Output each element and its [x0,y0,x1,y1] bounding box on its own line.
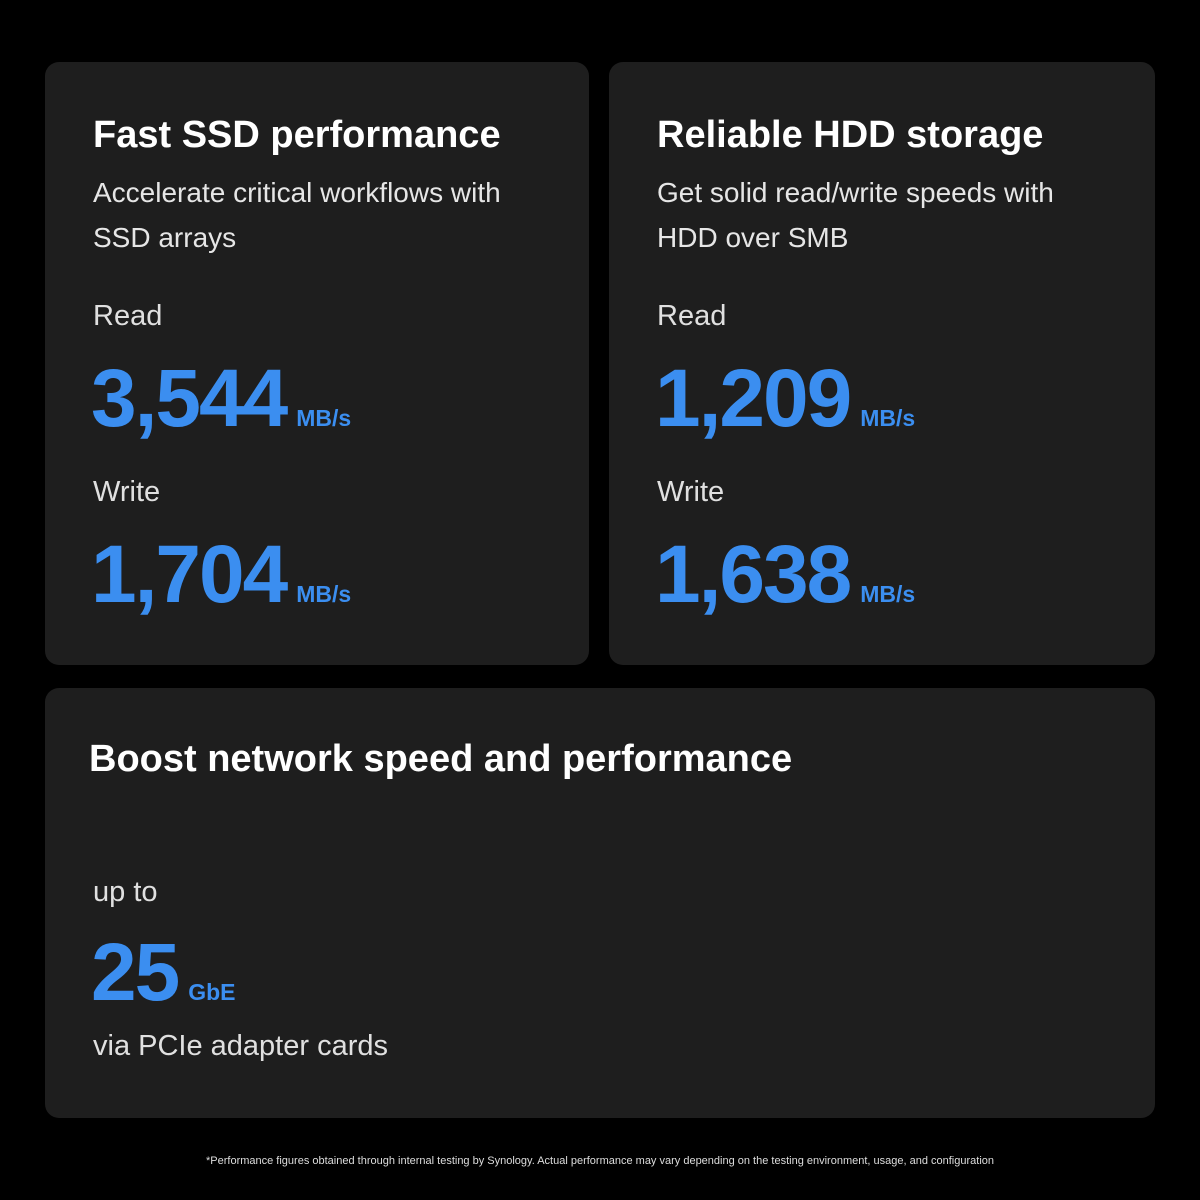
card-title: Fast SSD performance [93,114,501,156]
ssd-performance-card: Fast SSD performance Accelerate critical… [45,62,589,665]
card-subtitle: Get solid read/write speeds with HDD ove… [657,177,1054,253]
read-value: 3,544 MB/s [91,353,352,444]
card-title: Reliable HDD storage [657,114,1044,156]
card-subtitle: Accelerate critical workflows with SSD a… [93,177,501,253]
footnote: *Performance figures obtained through in… [206,1155,994,1167]
read-label: Read [657,300,727,332]
prefix-label: up to [93,876,158,908]
network-speed-value: 25 GbE [91,927,236,1018]
write-value: 1,704 MB/s [91,529,352,620]
write-label: Write [657,476,725,508]
suffix-label: via PCIe adapter cards [93,1030,388,1062]
read-value: 1,209 MB/s [655,353,916,444]
write-label: Write [93,476,161,508]
write-value: 1,638 MB/s [655,529,916,620]
read-label: Read [93,300,163,332]
network-card: Boost network speed and performance up t… [45,688,1155,1118]
card-title: Boost network speed and performance [89,738,793,780]
hdd-storage-card: Reliable HDD storage Get solid read/writ… [609,62,1155,665]
